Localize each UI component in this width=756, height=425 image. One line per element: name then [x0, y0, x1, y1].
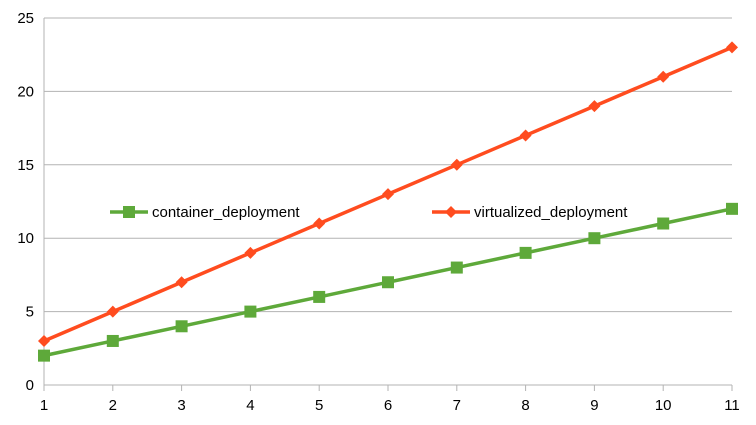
y-tick-label: 15 — [17, 157, 34, 174]
series-virtualized_deployment — [38, 41, 738, 347]
data-point — [519, 246, 532, 259]
legend: container_deployment virtualized_deployme… — [110, 204, 628, 221]
data-point — [313, 290, 326, 303]
data-point — [382, 188, 394, 201]
data-point — [244, 246, 257, 259]
data-point — [450, 158, 463, 171]
data-point — [657, 217, 670, 230]
data-point — [588, 232, 601, 245]
data-point — [519, 129, 532, 142]
x-tick-label: 7 — [453, 397, 461, 414]
x-tick-label: 10 — [655, 397, 672, 414]
legend-label: container_deployment — [152, 204, 300, 221]
tick-labels: 0 5 10 15 20 25 1 2 3 4 5 6 7 8 9 10 11 — [17, 10, 739, 414]
y-tick-label: 5 — [26, 304, 34, 321]
x-tick-label: 1 — [40, 397, 48, 414]
data-point — [313, 217, 326, 230]
y-tick-label: 20 — [17, 83, 34, 100]
data-point — [244, 305, 257, 318]
x-tick-label: 2 — [109, 397, 117, 414]
axes — [43, 18, 733, 391]
series-layer — [38, 41, 738, 362]
x-tick-label: 3 — [177, 397, 185, 414]
data-point — [175, 276, 188, 289]
data-point — [726, 202, 738, 215]
y-tick-label: 10 — [17, 230, 34, 247]
data-point — [657, 70, 670, 83]
data-point — [38, 334, 50, 347]
legend-swatch-marker — [445, 206, 457, 218]
data-point — [106, 334, 119, 347]
gridlines — [44, 17, 732, 313]
y-tick-label: 25 — [17, 10, 34, 27]
x-tick-label: 6 — [384, 397, 392, 414]
legend-swatch-marker — [123, 206, 135, 218]
data-point — [382, 276, 394, 289]
y-tick-label: 0 — [26, 377, 34, 394]
data-point — [38, 349, 50, 362]
data-point — [726, 41, 738, 54]
legend-label: virtualized_deployment — [474, 204, 628, 221]
data-point — [175, 320, 188, 333]
x-tick-label: 11 — [724, 397, 740, 414]
legend-entry: container_deployment — [110, 204, 300, 221]
data-point — [450, 261, 463, 274]
x-tick-label: 8 — [521, 397, 529, 414]
x-tick-label: 5 — [315, 397, 323, 414]
data-point — [106, 305, 119, 318]
x-tick-label: 9 — [590, 397, 598, 414]
series-container_deployment — [38, 202, 738, 362]
x-tick-label: 4 — [246, 397, 254, 414]
data-point — [588, 100, 601, 113]
legend-entry: virtualized_deployment — [432, 204, 628, 221]
